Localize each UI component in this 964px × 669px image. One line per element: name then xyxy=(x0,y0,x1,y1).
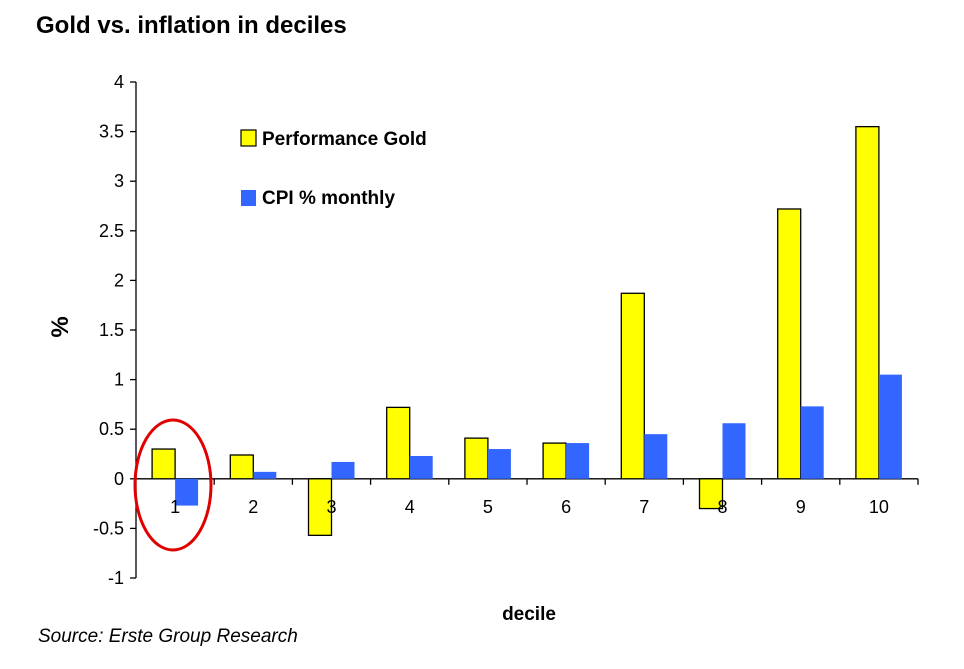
source-note: Source: Erste Group Research xyxy=(38,626,298,647)
y-tick-label: -0.5 xyxy=(93,518,124,538)
y-axis-title: % xyxy=(47,316,74,337)
chart-title: Gold vs. inflation in deciles xyxy=(36,12,347,39)
bar-cpi xyxy=(253,471,277,479)
y-tick-label: 0.5 xyxy=(99,419,124,439)
bar-gold xyxy=(620,292,645,480)
bar-cpi xyxy=(878,374,902,479)
highlight-circle xyxy=(133,418,213,552)
x-axis-title: decile xyxy=(502,604,556,625)
bars xyxy=(151,125,902,536)
x-tick-label: 5 xyxy=(483,497,493,517)
bar-cpi xyxy=(409,455,433,479)
x-tick-label: 6 xyxy=(561,497,571,517)
x-tick-label: 9 xyxy=(796,497,806,517)
y-tick-label: 0 xyxy=(114,469,124,489)
x-tick-label: 8 xyxy=(717,497,727,517)
y-tick-label: 4 xyxy=(114,72,124,92)
y-tick-label: 2 xyxy=(114,270,124,290)
legend-label-gold: Performance Gold xyxy=(262,129,427,150)
legend-label-cpi: CPI % monthly xyxy=(262,188,395,209)
bar-cpi xyxy=(175,478,199,506)
legend-swatch-gold xyxy=(240,129,257,147)
y-tick-label: 3.5 xyxy=(99,122,124,142)
bar-cpi xyxy=(331,461,355,479)
bar-gold xyxy=(698,478,724,510)
y-tick-label: -1 xyxy=(108,568,124,588)
bar-cpi xyxy=(800,406,824,479)
bar-gold xyxy=(229,454,254,480)
bar-gold xyxy=(386,406,411,480)
x-tick-label: 4 xyxy=(405,497,415,517)
x-tick-label: 10 xyxy=(869,497,889,517)
bar-gold xyxy=(777,208,802,480)
bar-gold xyxy=(151,448,176,480)
bar-cpi xyxy=(644,434,668,479)
x-tick-label: 1 xyxy=(170,497,180,517)
y-tick-label: 1.5 xyxy=(99,320,124,340)
legend-swatch-cpi xyxy=(241,190,256,206)
x-tick-label: 2 xyxy=(248,497,258,517)
legend: Performance Gold CPI % monthly xyxy=(240,129,427,209)
bar-cpi xyxy=(566,443,590,479)
y-tick-label: 3 xyxy=(114,171,124,191)
bar-gold xyxy=(464,437,489,480)
bar-gold xyxy=(542,442,567,480)
x-tick-label: 7 xyxy=(639,497,649,517)
tick-labels: -1 -0.5 0 0.5 1 1.5 2 2.5 3 3.5 4 1 2 3 4 5 6 7 8 9 10 xyxy=(93,72,889,588)
bar-gold xyxy=(855,125,880,480)
x-tick-label: 3 xyxy=(326,497,336,517)
y-tick-label: 1 xyxy=(114,370,124,390)
bar-cpi xyxy=(722,423,746,479)
y-tick-label: 2.5 xyxy=(99,221,124,241)
bar-cpi xyxy=(487,449,511,479)
bar-gold xyxy=(307,478,333,536)
